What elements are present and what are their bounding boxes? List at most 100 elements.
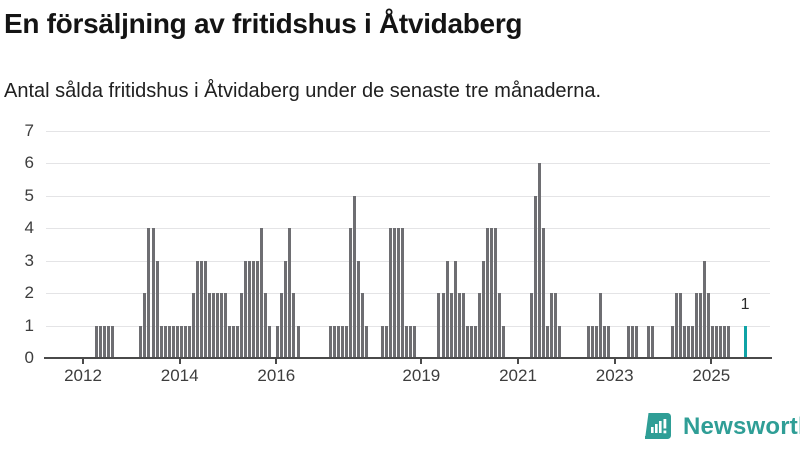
x-axis-tick: [420, 359, 423, 364]
newsworthy-logo: Newsworthy: [645, 412, 800, 442]
bar: [381, 325, 385, 358]
bar: [650, 325, 654, 358]
bar: [485, 228, 489, 358]
bar: [477, 293, 481, 358]
bar: [598, 293, 602, 358]
bar: [385, 325, 389, 358]
bar: [727, 325, 731, 358]
x-axis-tick: [613, 359, 616, 364]
bar: [441, 293, 445, 358]
bar: [139, 325, 143, 358]
x-axis-tick-label: 2023: [595, 366, 634, 385]
bar: [530, 293, 534, 358]
bar: [405, 325, 409, 358]
bar: [332, 325, 336, 358]
bar: [175, 325, 179, 358]
bar: [493, 228, 497, 358]
bar: [699, 293, 703, 358]
bar: [679, 293, 683, 358]
bar: [159, 325, 163, 358]
bar: [683, 325, 687, 358]
bar: [473, 325, 477, 358]
bar: [111, 325, 115, 358]
bar: [554, 293, 558, 358]
y-axis-tick-label: 5: [24, 185, 34, 205]
bar: [191, 293, 195, 358]
bar: [364, 325, 368, 358]
bar: [449, 293, 453, 358]
bar: [590, 325, 594, 358]
bar: [409, 325, 413, 358]
y-gridline: [46, 293, 770, 294]
bar: [348, 228, 352, 358]
bar: [280, 293, 284, 358]
bar: [244, 260, 248, 358]
x-axis-tick: [710, 359, 713, 364]
bar: [276, 325, 280, 358]
x-axis-tick: [82, 359, 84, 364]
bar: [352, 195, 356, 358]
x-axis-tick-label: 2012: [64, 366, 102, 385]
bar: [232, 325, 235, 358]
bar: [228, 325, 231, 358]
bar: [248, 260, 252, 358]
bar: [340, 325, 344, 358]
bar: [445, 260, 449, 358]
bar: [453, 260, 457, 358]
bar: [687, 325, 691, 358]
bar: [671, 325, 675, 358]
bar: [344, 325, 348, 358]
bar: [703, 260, 707, 358]
x-axis-tick-label: 2025: [692, 366, 731, 385]
bar: [171, 325, 175, 358]
bar: [691, 325, 695, 358]
bar: [143, 293, 147, 358]
bar: [163, 325, 167, 358]
bar: [707, 293, 711, 358]
chart-subtitle: Antal sålda fritidshus i Åtvidaberg unde…: [4, 80, 602, 102]
bar: [606, 325, 610, 358]
x-axis-tick-label: 2014: [160, 366, 199, 385]
bar: [195, 260, 199, 358]
bar: [586, 325, 590, 358]
x-axis-line: [44, 357, 772, 359]
bar: [437, 293, 441, 358]
bar: [292, 293, 296, 358]
bar: [538, 163, 542, 358]
x-axis-tick-label: 2019: [402, 366, 441, 385]
x-axis-tick-label: 2016: [257, 366, 296, 385]
bar: [469, 325, 473, 358]
bar: [481, 260, 485, 358]
x-axis-tick: [275, 359, 278, 364]
bar: [558, 325, 562, 358]
highlight-value-label: 1: [740, 296, 750, 313]
bar: [95, 325, 99, 358]
bar: [719, 325, 723, 358]
y-gridline: [46, 228, 770, 229]
bar: [489, 228, 493, 358]
bar: [328, 325, 332, 358]
bar: [215, 293, 219, 358]
bar: [393, 228, 397, 358]
y-axis-tick-label: 4: [24, 218, 34, 237]
bar: [634, 325, 638, 358]
bar: [211, 293, 215, 358]
page-title: En försäljning av fritidshus i Åtvidaber…: [4, 8, 523, 39]
bar: [675, 293, 679, 358]
bar: [497, 293, 501, 358]
bar: [147, 228, 151, 358]
bar: [389, 228, 393, 358]
bar: [252, 260, 256, 358]
newsworthy-logo-text: Newsworthy: [683, 413, 800, 440]
current-period-bar: [743, 325, 747, 358]
bar: [284, 260, 288, 358]
y-axis-tick-label: 6: [24, 153, 34, 172]
bar: [219, 293, 223, 358]
y-axis-tick-label: 7: [24, 120, 34, 140]
bar: [461, 293, 465, 358]
bar: [594, 325, 598, 358]
x-axis-tick: [178, 359, 181, 364]
bar: [264, 293, 268, 358]
